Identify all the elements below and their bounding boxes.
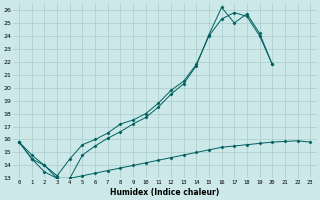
- X-axis label: Humidex (Indice chaleur): Humidex (Indice chaleur): [110, 188, 219, 197]
